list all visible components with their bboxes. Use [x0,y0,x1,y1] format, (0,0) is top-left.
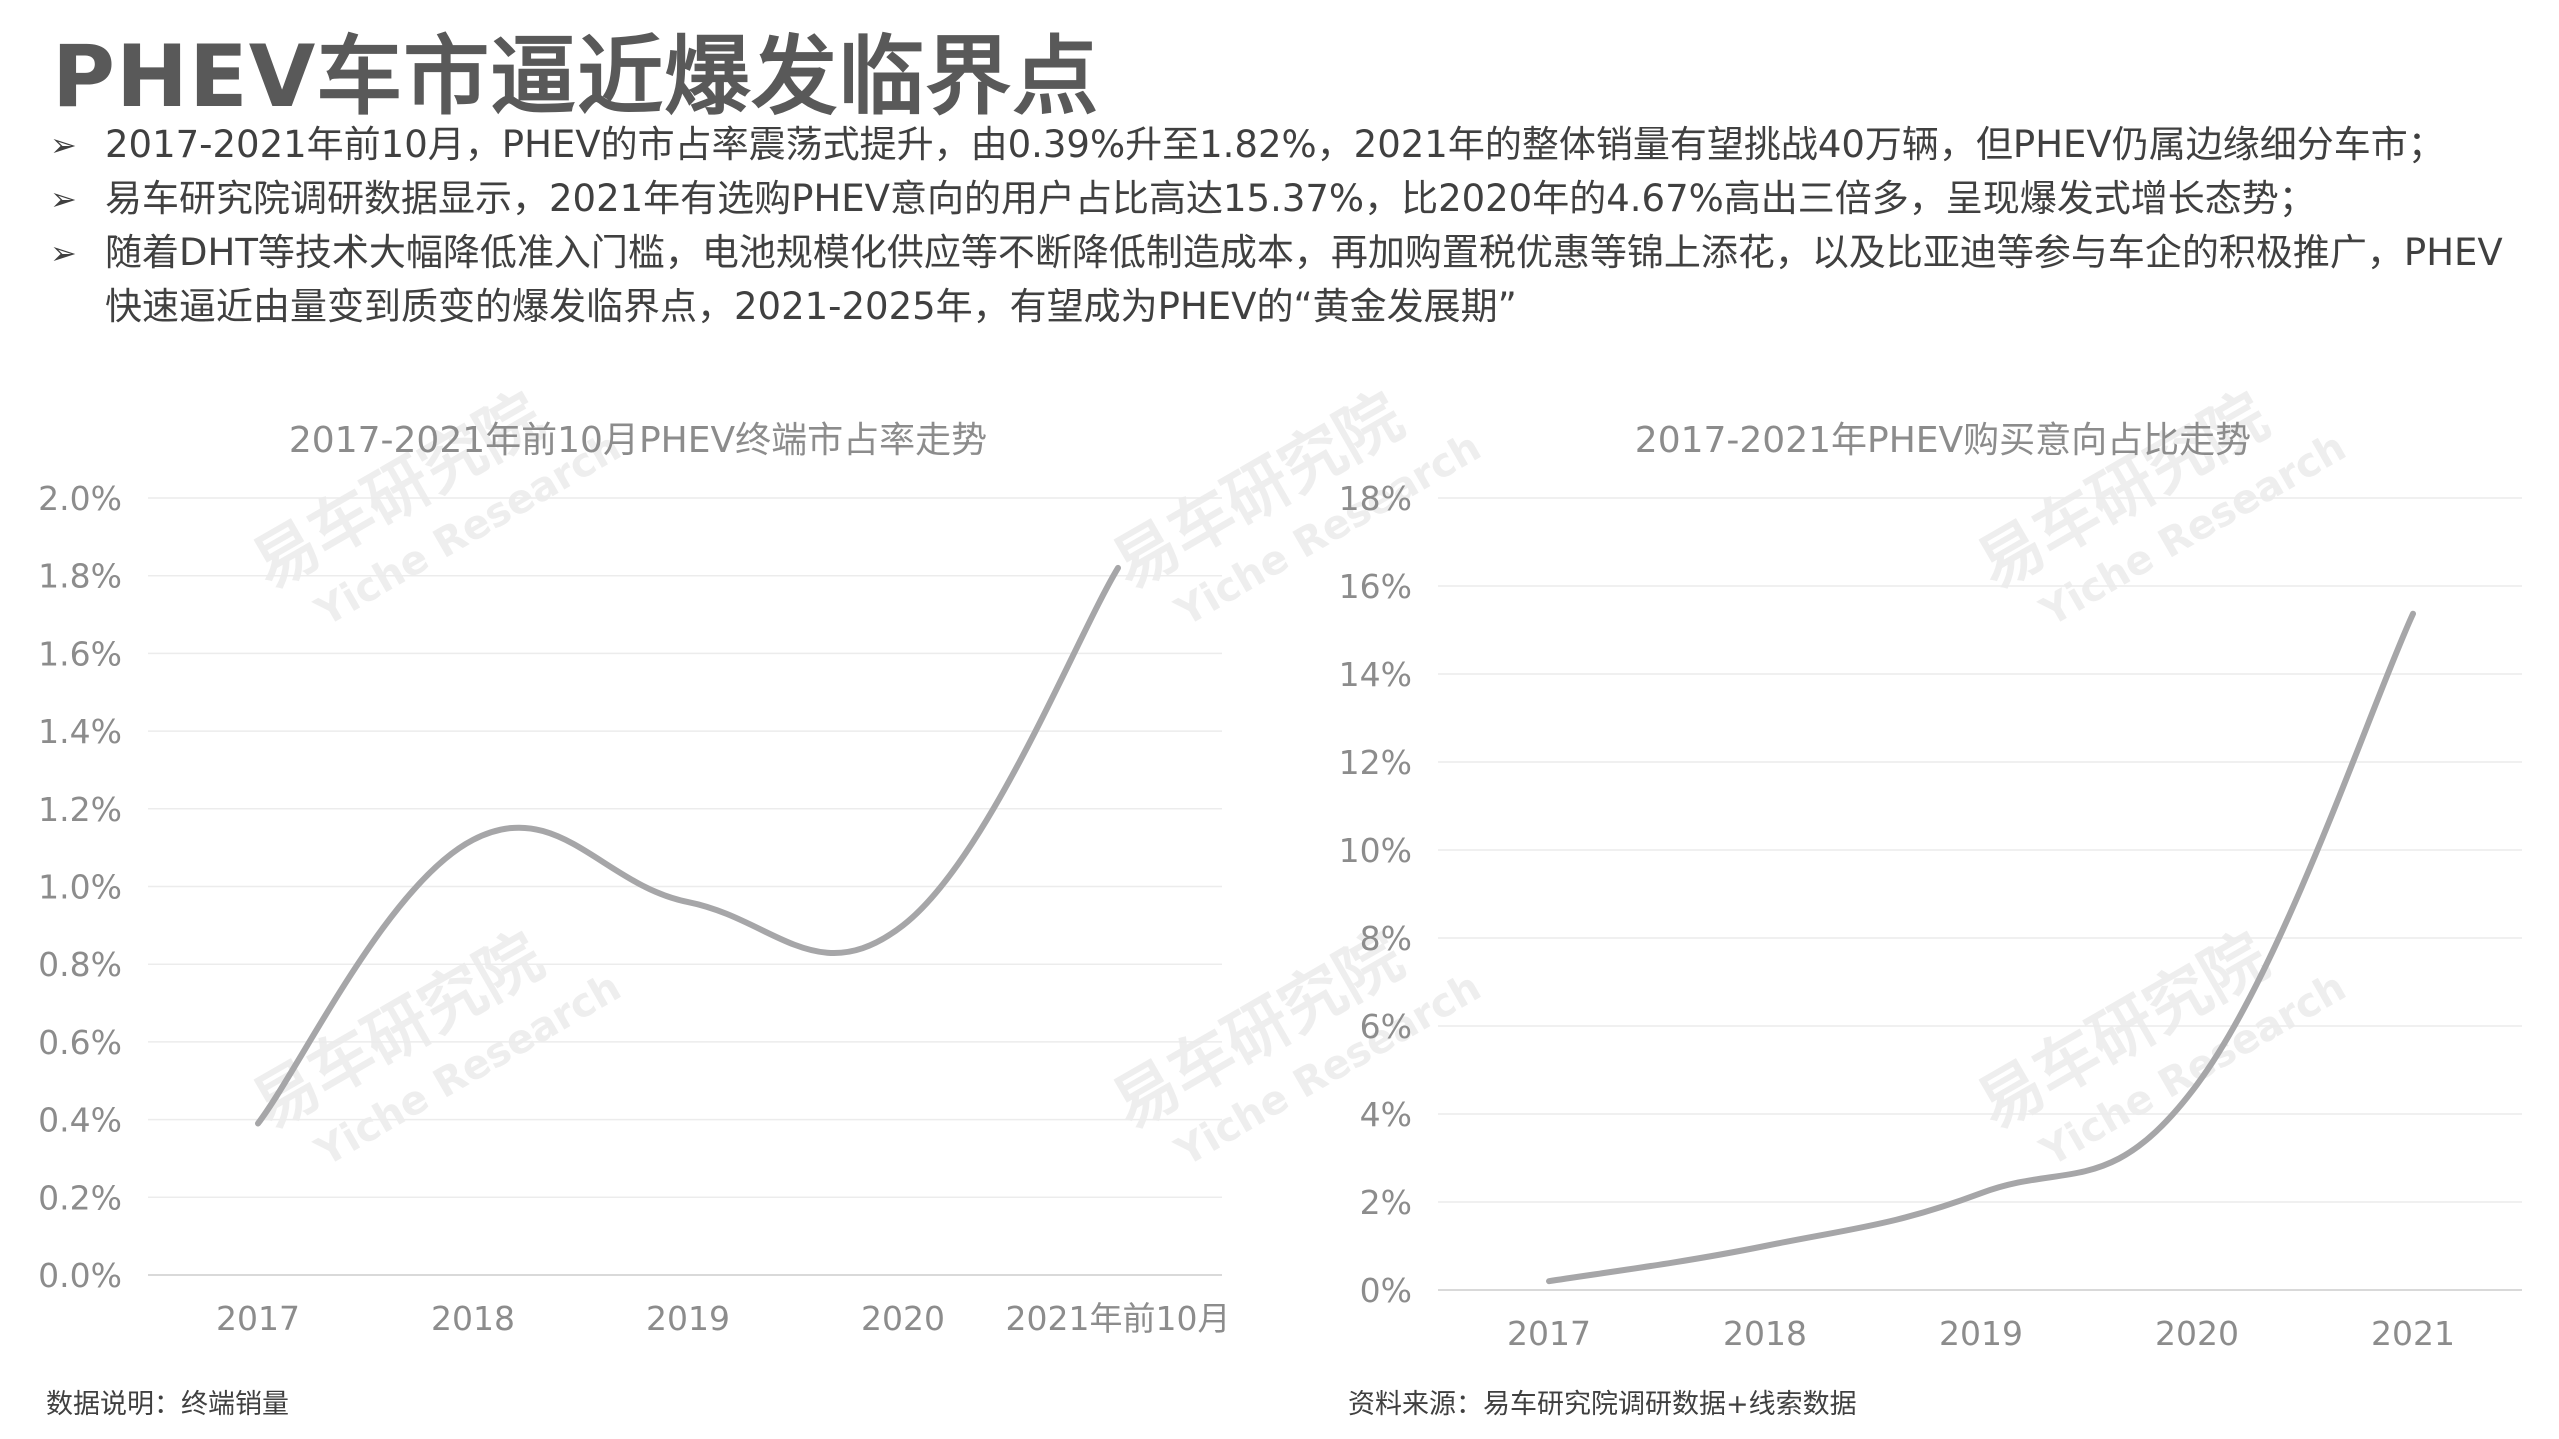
y-tick-label: 1.8% [38,557,122,596]
x-tick-label: 2020 [2155,1314,2239,1353]
footnote-data-note: 数据说明：终端销量 [46,1389,289,1420]
bullet-item: ➢ 随着DHT等技术大幅降低准入门槛，电池规模化供应等不断降低制造成本，再加购置… [50,226,2530,334]
market-share-chart: 2017-2021年前10月PHEV终端市占率走势 0.0% 0.2% 0.4% 0.6… [38,420,1230,1338]
y-tick-label: 0.4% [38,1101,122,1140]
bullet-arrow-icon: ➢ [50,234,77,272]
x-tick-label: 2017 [1507,1314,1591,1353]
x-tick-label: 2019 [1939,1314,2023,1353]
y-tick-label: 0.8% [38,945,122,984]
bullet-text: 2017-2021年前10月，PHEV的市占率震荡式提升，由0.39%升至1.8… [105,123,2445,166]
purchase-intent-chart: 2017-2021年PHEV购买意向占比走势 0% 2% 4% 6% 8% 10% 12% 14… [1339,420,2522,1353]
page-title: PHEV车市逼近爆发临界点 [52,27,1100,127]
y-tick-label: 6% [1360,1007,1412,1046]
y-tick-label: 0.6% [38,1023,122,1062]
y-tick-label: 2% [1360,1183,1412,1222]
y-tick-label: 4% [1360,1095,1412,1134]
x-tick-label: 2021 [2371,1314,2455,1353]
y-tick-label: 1.2% [38,790,122,829]
y-tick-label: 1.6% [38,634,122,673]
y-tick-label: 12% [1339,743,1412,782]
y-tick-label: 10% [1339,831,1412,870]
y-tick-label: 1.4% [38,712,122,751]
x-tick-label: 2018 [1723,1314,1807,1353]
footnote-source: 资料来源：易车研究院调研数据+线索数据 [1348,1389,1857,1420]
series-line [255,564,1121,1127]
chart-title: 2017-2021年前10月PHEV终端市占率走势 [289,420,987,461]
bullet-item: ➢ 2017-2021年前10月，PHEV的市占率震荡式提升，由0.39%升至1… [50,118,2530,172]
bullet-list: ➢ 2017-2021年前10月，PHEV的市占率震荡式提升，由0.39%升至1… [50,118,2530,334]
chart-title: 2017-2021年PHEV购买意向占比走势 [1635,420,2251,461]
y-tick-label: 0.0% [38,1256,122,1295]
bullet-item: ➢ 易车研究院调研数据显示，2021年有选购PHEV意向的用户占比高达15.37… [50,172,2530,226]
y-tick-label: 8% [1360,919,1412,958]
y-tick-label: 0% [1360,1271,1412,1310]
x-tick-label: 2021年前10月 [1006,1299,1231,1338]
bullet-arrow-icon: ➢ [50,126,77,164]
y-tick-label: 14% [1339,655,1412,694]
x-tick-label: 2017 [216,1299,300,1338]
x-tick-label: 2020 [861,1299,945,1338]
series-line [1546,610,2416,1285]
bullet-text: 易车研究院调研数据显示，2021年有选购PHEV意向的用户占比高达15.37%，… [105,177,2316,220]
y-tick-label: 16% [1339,567,1412,606]
bullet-arrow-icon: ➢ [50,180,77,218]
x-tick-label: 2019 [646,1299,730,1338]
bullet-text: 随着DHT等技术大幅降低准入门槛，电池规模化供应等不断降低制造成本，再加购置税优… [105,231,2503,328]
y-tick-label: 1.0% [38,868,122,907]
y-tick-label: 18% [1339,479,1412,518]
x-tick-label: 2018 [431,1299,515,1338]
y-tick-label: 0.2% [38,1178,122,1217]
y-tick-label: 2.0% [38,479,122,518]
